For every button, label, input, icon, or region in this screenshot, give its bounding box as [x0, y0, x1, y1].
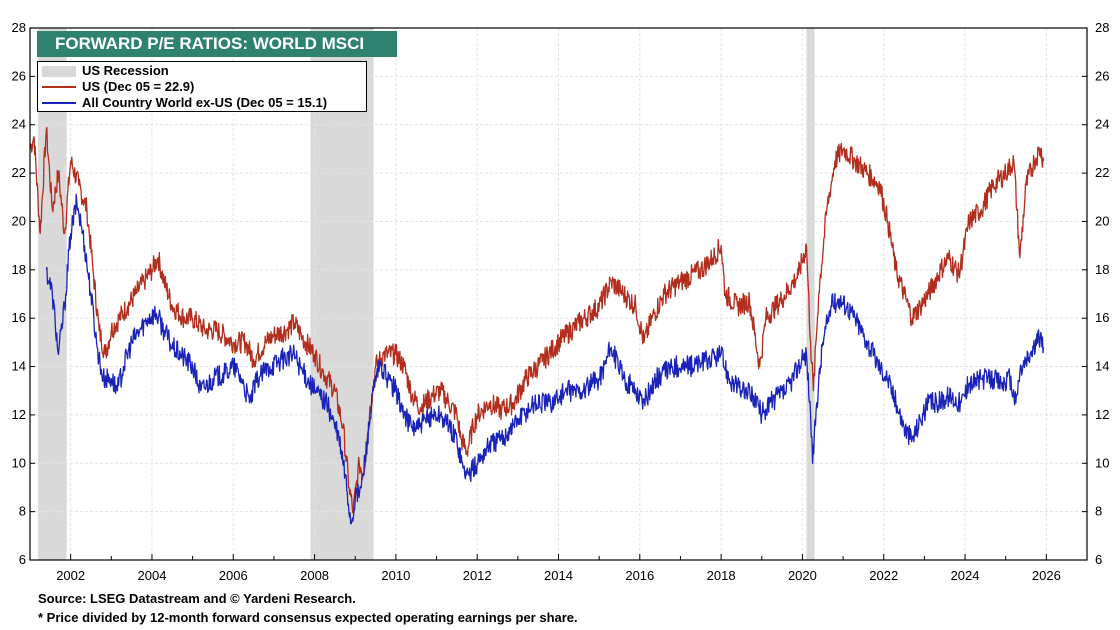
x-tick-label-2014: 2014	[544, 568, 573, 583]
y-tick-label-right-22: 22	[1095, 165, 1109, 180]
x-tick-label-2012: 2012	[463, 568, 492, 583]
recession-band-1	[310, 28, 374, 560]
x-tick-label-2002: 2002	[56, 568, 85, 583]
source-note: Source: LSEG Datastream and © Yardeni Re…	[38, 591, 356, 606]
y-tick-label-left-28: 28	[12, 20, 26, 35]
y-tick-label-right-12: 12	[1095, 407, 1109, 422]
legend-swatch-world	[42, 102, 76, 104]
y-tick-label-left-10: 10	[12, 455, 26, 470]
x-tick-label-2010: 2010	[381, 568, 410, 583]
legend-label-us: US (Dec 05 = 22.9)	[82, 79, 195, 94]
y-tick-label-left-24: 24	[12, 117, 26, 132]
y-tick-label-right-24: 24	[1095, 117, 1109, 132]
x-tick-label-2020: 2020	[788, 568, 817, 583]
x-tick-label-2008: 2008	[300, 568, 329, 583]
y-tick-label-right-18: 18	[1095, 262, 1109, 277]
series-lines	[29, 126, 1045, 525]
footnote: * Price divided by 12-month forward cons…	[38, 610, 578, 625]
legend-item-us: US (Dec 05 = 22.9)	[42, 79, 194, 95]
y-tick-label-right-8: 8	[1095, 504, 1102, 519]
y-tick-label-right-20: 20	[1095, 213, 1109, 228]
y-tick-label-left-16: 16	[12, 310, 26, 325]
x-tick-label-2022: 2022	[869, 568, 898, 583]
chart-title: FORWARD P/E RATIOS: WORLD MSCI	[37, 31, 397, 57]
y-tick-label-left-6: 6	[19, 552, 26, 567]
y-tick-label-right-10: 10	[1095, 455, 1109, 470]
y-tick-label-right-16: 16	[1095, 310, 1109, 325]
y-tick-label-left-26: 26	[12, 68, 26, 83]
legend-item-recession: US Recession	[42, 63, 169, 79]
x-tick-label-2018: 2018	[707, 568, 736, 583]
y-tick-label-right-28: 28	[1095, 20, 1109, 35]
legend-label-recession: US Recession	[82, 63, 169, 78]
legend-swatch-us	[42, 86, 76, 88]
y-tick-label-right-6: 6	[1095, 552, 1102, 567]
x-tick-label-2006: 2006	[219, 568, 248, 583]
y-tick-label-left-22: 22	[12, 165, 26, 180]
x-tick-label-2026: 2026	[1032, 568, 1061, 583]
y-tick-label-left-14: 14	[12, 359, 26, 374]
recession-band-2	[806, 28, 815, 560]
recession-bands	[38, 28, 815, 560]
series-line-0	[29, 126, 1045, 514]
legend-swatch-recession	[42, 65, 76, 77]
y-tick-label-right-14: 14	[1095, 359, 1109, 374]
x-tick-label-2004: 2004	[138, 568, 167, 583]
legend-item-world: All Country World ex-US (Dec 05 = 15.1)	[42, 95, 327, 111]
x-tick-label-2016: 2016	[625, 568, 654, 583]
y-tick-label-left-18: 18	[12, 262, 26, 277]
y-tick-label-left-20: 20	[12, 213, 26, 228]
y-tick-label-left-8: 8	[19, 504, 26, 519]
y-tick-label-right-26: 26	[1095, 68, 1109, 83]
x-tick-label-2024: 2024	[951, 568, 980, 583]
legend: US Recession US (Dec 05 = 22.9) All Coun…	[37, 61, 367, 112]
y-tick-label-left-12: 12	[12, 407, 26, 422]
legend-label-world: All Country World ex-US (Dec 05 = 15.1)	[82, 95, 328, 110]
series-line-1	[45, 193, 1045, 525]
